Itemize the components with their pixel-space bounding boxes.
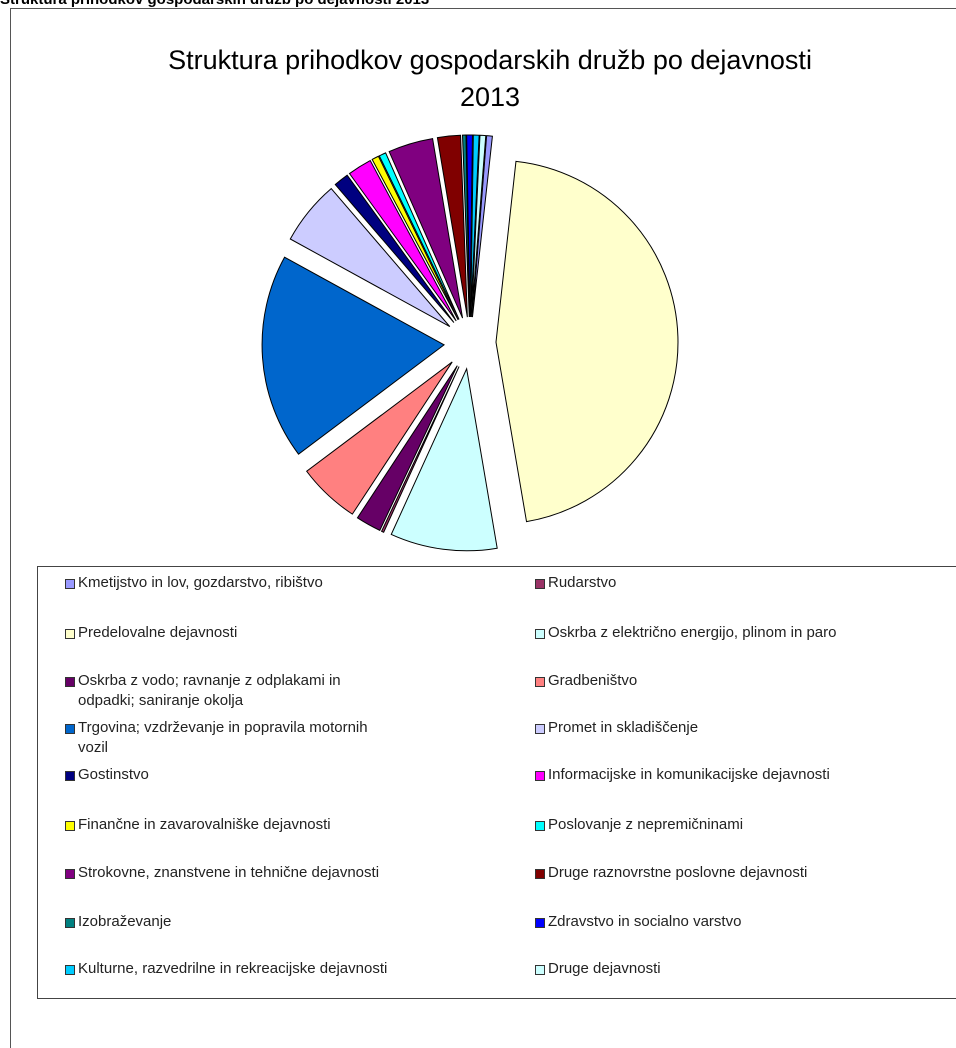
legend-item: Zdravstvo in socialno varstvo bbox=[535, 912, 741, 932]
legend-item: Oskrba z vodo; ravnanje z odplakami in o… bbox=[65, 671, 385, 711]
legend-item: Trgovina; vzdrževanje in popravila motor… bbox=[65, 718, 375, 758]
pie-slice bbox=[388, 137, 464, 319]
legend-label: Kmetijstvo in lov, gozdarstvo, ribištvo bbox=[78, 574, 323, 591]
legend-swatch bbox=[65, 869, 75, 879]
legend-item: Informacijske in komunikacijske dejavnos… bbox=[535, 765, 830, 785]
legend-item: Promet in skladiščenje bbox=[535, 718, 698, 738]
pie-slice bbox=[495, 160, 679, 523]
legend-swatch bbox=[535, 965, 545, 975]
pie-slice bbox=[390, 367, 498, 552]
legend-swatch bbox=[535, 629, 545, 639]
legend-label: Oskrba z električno energijo, plinom in … bbox=[548, 624, 837, 641]
legend-swatch bbox=[65, 724, 75, 734]
legend-item: Izobraževanje bbox=[65, 912, 171, 932]
legend-swatch bbox=[65, 677, 75, 687]
legend-item: Strokovne, znanstvene in tehnične dejavn… bbox=[65, 863, 379, 883]
legend-swatch bbox=[535, 918, 545, 928]
legend-label: Finančne in zavarovalniške dejavnosti bbox=[78, 816, 331, 833]
legend-swatch bbox=[65, 771, 75, 781]
legend-swatch bbox=[535, 771, 545, 781]
pie-slice bbox=[461, 134, 470, 318]
legend-item: Poslovanje z nepremičninami bbox=[535, 815, 743, 835]
legend-label: Trgovina; vzdrževanje in popravila motor… bbox=[78, 719, 368, 756]
legend-item: Rudarstvo bbox=[535, 573, 616, 593]
pie-slice bbox=[380, 366, 460, 533]
legend-label: Promet in skladiščenje bbox=[548, 719, 699, 736]
pie-slice bbox=[261, 256, 445, 455]
legend-label: Druge dejavnosti bbox=[548, 960, 661, 977]
legend-label: Poslovanje z nepremičninami bbox=[548, 816, 744, 833]
legend: Kmetijstvo in lov, gozdarstvo, ribištvo R… bbox=[37, 566, 956, 999]
pie-slice bbox=[378, 152, 460, 320]
legend-swatch bbox=[535, 579, 545, 589]
legend-label: Predelovalne dejavnosti bbox=[78, 624, 238, 641]
pie-slice bbox=[471, 134, 487, 318]
pie-slice bbox=[334, 174, 455, 323]
legend-label: Rudarstvo bbox=[548, 574, 617, 591]
legend-item: Druge raznovrstne poslovne dejavnosti bbox=[535, 863, 807, 883]
pie-slice bbox=[470, 134, 480, 318]
legend-swatch bbox=[65, 629, 75, 639]
legend-label: Informacijske in komunikacijske dejavnos… bbox=[548, 766, 830, 783]
legend-label: Druge raznovrstne poslovne dejavnosti bbox=[548, 864, 808, 881]
legend-swatch bbox=[535, 821, 545, 831]
pie-slice bbox=[289, 187, 451, 328]
pie-slice bbox=[356, 365, 458, 532]
legend-label: Zdravstvo in socialno varstvo bbox=[548, 913, 742, 930]
page-heading: Struktura prihodkov gospodarskih družb p… bbox=[0, 0, 429, 8]
legend-label: Oskrba z vodo; ravnanje z odplakami in o… bbox=[78, 672, 341, 709]
pie-slice bbox=[371, 155, 459, 321]
legend-item: Gostinstvo bbox=[65, 765, 149, 785]
legend-item: Predelovalne dejavnosti bbox=[65, 623, 237, 643]
legend-swatch bbox=[65, 579, 75, 589]
legend-label: Izobraževanje bbox=[78, 913, 172, 930]
legend-item: Kulturne, razvedrilne in rekreacijske de… bbox=[65, 959, 387, 979]
legend-swatch bbox=[65, 821, 75, 831]
legend-label: Gradbeništvo bbox=[548, 672, 638, 689]
pie-slice bbox=[305, 361, 453, 515]
legend-swatch bbox=[535, 869, 545, 879]
chart-frame bbox=[10, 8, 956, 1048]
pie-slice bbox=[436, 134, 468, 318]
legend-swatch bbox=[65, 965, 75, 975]
legend-item: Oskrba z električno energijo, plinom in … bbox=[535, 623, 865, 643]
legend-label: Kulturne, razvedrilne in rekreacijske de… bbox=[78, 960, 388, 977]
pie-slice bbox=[466, 134, 473, 318]
chart-title: Struktura prihodkov gospodarskih družb p… bbox=[168, 45, 812, 112]
legend-item: Gradbeništvo bbox=[535, 671, 637, 691]
legend-item: Druge dejavnosti bbox=[535, 959, 661, 979]
pie-slices bbox=[261, 134, 679, 552]
legend-swatch bbox=[535, 677, 545, 687]
pie-slice bbox=[348, 159, 457, 322]
legend-swatch bbox=[535, 724, 545, 734]
legend-swatch bbox=[65, 918, 75, 928]
legend-item: Kmetijstvo in lov, gozdarstvo, ribištvo bbox=[65, 573, 323, 593]
legend-label: Gostinstvo bbox=[78, 766, 149, 783]
pie-slice bbox=[471, 135, 493, 318]
legend-item: Finančne in zavarovalniške dejavnosti bbox=[65, 815, 331, 835]
legend-label: Strokovne, znanstvene in tehnične dejavn… bbox=[78, 864, 380, 881]
